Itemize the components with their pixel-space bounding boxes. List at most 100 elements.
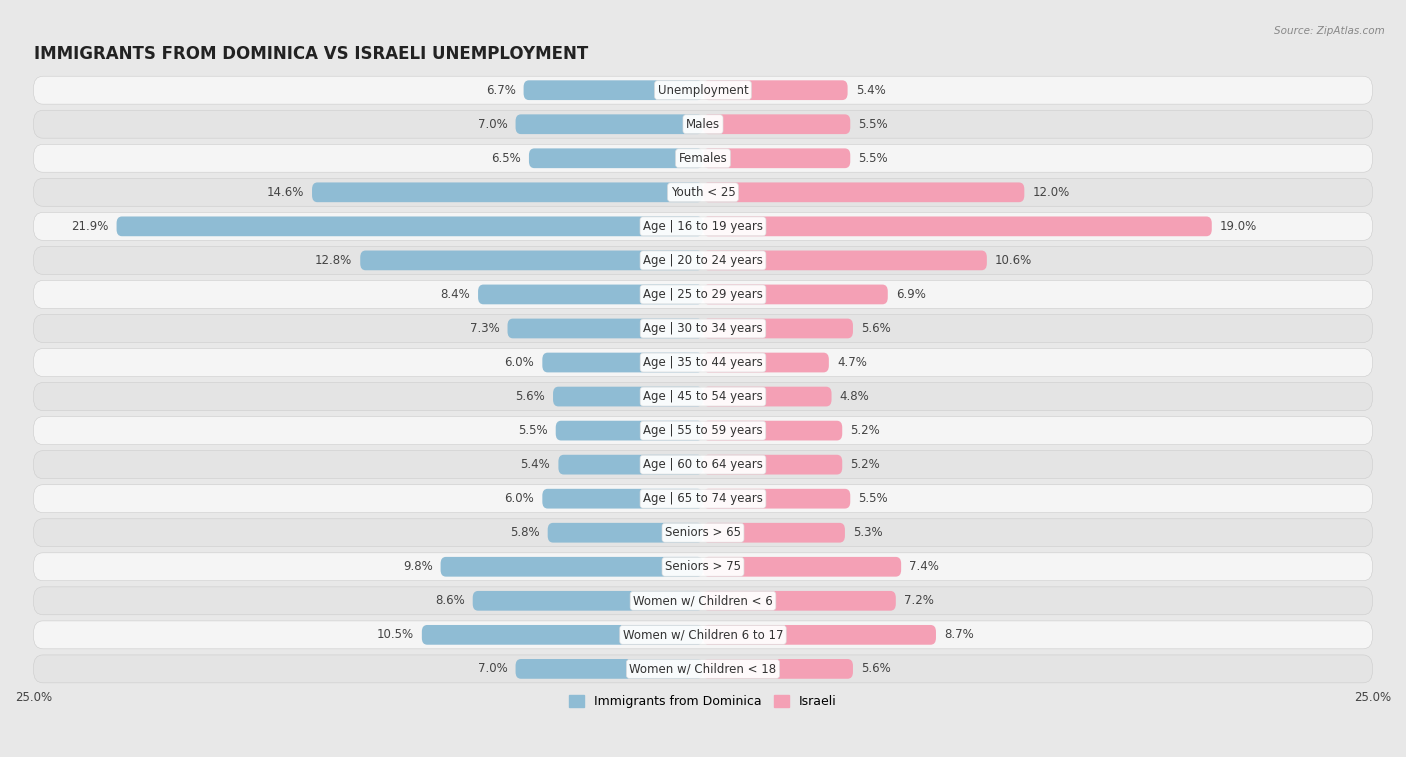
FancyBboxPatch shape (516, 114, 703, 134)
Text: 6.9%: 6.9% (896, 288, 925, 301)
Text: 10.6%: 10.6% (995, 254, 1032, 267)
FancyBboxPatch shape (34, 655, 1372, 683)
Text: Seniors > 65: Seniors > 65 (665, 526, 741, 539)
Text: 5.4%: 5.4% (520, 458, 550, 471)
Text: Males: Males (686, 118, 720, 131)
Text: 6.5%: 6.5% (491, 151, 520, 165)
FancyBboxPatch shape (703, 625, 936, 645)
FancyBboxPatch shape (508, 319, 703, 338)
FancyBboxPatch shape (703, 182, 1025, 202)
Text: 7.3%: 7.3% (470, 322, 499, 335)
Text: 9.8%: 9.8% (402, 560, 433, 573)
FancyBboxPatch shape (34, 348, 1372, 376)
Text: 8.7%: 8.7% (943, 628, 974, 641)
Text: 10.5%: 10.5% (377, 628, 413, 641)
Text: 7.0%: 7.0% (478, 118, 508, 131)
FancyBboxPatch shape (117, 217, 703, 236)
Text: Age | 60 to 64 years: Age | 60 to 64 years (643, 458, 763, 471)
Text: 5.5%: 5.5% (858, 151, 889, 165)
FancyBboxPatch shape (543, 489, 703, 509)
Text: 5.6%: 5.6% (860, 662, 891, 675)
FancyBboxPatch shape (543, 353, 703, 372)
Text: 5.5%: 5.5% (858, 118, 889, 131)
FancyBboxPatch shape (34, 179, 1372, 206)
FancyBboxPatch shape (516, 659, 703, 679)
FancyBboxPatch shape (703, 319, 853, 338)
FancyBboxPatch shape (34, 213, 1372, 240)
FancyBboxPatch shape (558, 455, 703, 475)
FancyBboxPatch shape (34, 484, 1372, 512)
FancyBboxPatch shape (523, 80, 703, 100)
Text: 5.6%: 5.6% (860, 322, 891, 335)
Text: Seniors > 75: Seniors > 75 (665, 560, 741, 573)
FancyBboxPatch shape (703, 455, 842, 475)
Text: Unemployment: Unemployment (658, 84, 748, 97)
Text: 4.8%: 4.8% (839, 390, 869, 403)
FancyBboxPatch shape (703, 353, 830, 372)
Text: Age | 35 to 44 years: Age | 35 to 44 years (643, 356, 763, 369)
FancyBboxPatch shape (34, 416, 1372, 444)
FancyBboxPatch shape (703, 659, 853, 679)
Text: Age | 65 to 74 years: Age | 65 to 74 years (643, 492, 763, 505)
Text: Age | 25 to 29 years: Age | 25 to 29 years (643, 288, 763, 301)
Text: 5.4%: 5.4% (856, 84, 886, 97)
FancyBboxPatch shape (703, 387, 831, 407)
FancyBboxPatch shape (34, 519, 1372, 547)
Text: 7.2%: 7.2% (904, 594, 934, 607)
Text: Women w/ Children 6 to 17: Women w/ Children 6 to 17 (623, 628, 783, 641)
Text: 14.6%: 14.6% (267, 185, 304, 199)
FancyBboxPatch shape (34, 587, 1372, 615)
Text: 6.0%: 6.0% (505, 356, 534, 369)
Text: 6.0%: 6.0% (505, 492, 534, 505)
FancyBboxPatch shape (34, 314, 1372, 342)
Text: 21.9%: 21.9% (72, 220, 108, 233)
Text: 5.3%: 5.3% (853, 526, 883, 539)
FancyBboxPatch shape (34, 382, 1372, 410)
Text: Age | 20 to 24 years: Age | 20 to 24 years (643, 254, 763, 267)
FancyBboxPatch shape (34, 111, 1372, 139)
FancyBboxPatch shape (703, 523, 845, 543)
FancyBboxPatch shape (703, 217, 1212, 236)
FancyBboxPatch shape (34, 145, 1372, 173)
Text: 12.8%: 12.8% (315, 254, 353, 267)
Text: 4.7%: 4.7% (837, 356, 866, 369)
Text: 8.6%: 8.6% (434, 594, 464, 607)
Text: Youth < 25: Youth < 25 (671, 185, 735, 199)
FancyBboxPatch shape (34, 76, 1372, 104)
Text: 5.5%: 5.5% (858, 492, 889, 505)
Text: 5.2%: 5.2% (851, 424, 880, 437)
Text: 5.8%: 5.8% (510, 526, 540, 539)
FancyBboxPatch shape (703, 489, 851, 509)
Text: Age | 30 to 34 years: Age | 30 to 34 years (643, 322, 763, 335)
FancyBboxPatch shape (555, 421, 703, 441)
FancyBboxPatch shape (703, 557, 901, 577)
Text: 5.6%: 5.6% (515, 390, 546, 403)
Text: 19.0%: 19.0% (1220, 220, 1257, 233)
Text: Women w/ Children < 6: Women w/ Children < 6 (633, 594, 773, 607)
FancyBboxPatch shape (703, 251, 987, 270)
Legend: Immigrants from Dominica, Israeli: Immigrants from Dominica, Israeli (564, 690, 842, 713)
FancyBboxPatch shape (312, 182, 703, 202)
FancyBboxPatch shape (703, 148, 851, 168)
FancyBboxPatch shape (34, 450, 1372, 478)
FancyBboxPatch shape (440, 557, 703, 577)
Text: 12.0%: 12.0% (1032, 185, 1070, 199)
FancyBboxPatch shape (548, 523, 703, 543)
FancyBboxPatch shape (422, 625, 703, 645)
FancyBboxPatch shape (34, 247, 1372, 274)
Text: Age | 55 to 59 years: Age | 55 to 59 years (643, 424, 763, 437)
Text: Women w/ Children < 18: Women w/ Children < 18 (630, 662, 776, 675)
FancyBboxPatch shape (703, 285, 887, 304)
FancyBboxPatch shape (703, 80, 848, 100)
FancyBboxPatch shape (360, 251, 703, 270)
FancyBboxPatch shape (529, 148, 703, 168)
Text: 6.7%: 6.7% (485, 84, 516, 97)
Text: Source: ZipAtlas.com: Source: ZipAtlas.com (1274, 26, 1385, 36)
FancyBboxPatch shape (34, 553, 1372, 581)
Text: IMMIGRANTS FROM DOMINICA VS ISRAELI UNEMPLOYMENT: IMMIGRANTS FROM DOMINICA VS ISRAELI UNEM… (34, 45, 588, 64)
FancyBboxPatch shape (34, 621, 1372, 649)
Text: 7.4%: 7.4% (910, 560, 939, 573)
Text: Age | 45 to 54 years: Age | 45 to 54 years (643, 390, 763, 403)
Text: Females: Females (679, 151, 727, 165)
Text: 5.5%: 5.5% (517, 424, 548, 437)
